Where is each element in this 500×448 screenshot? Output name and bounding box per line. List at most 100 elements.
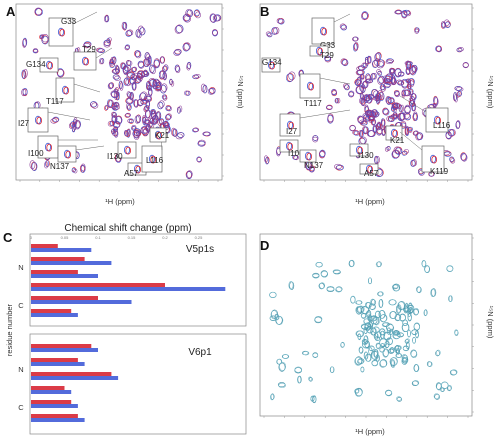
zoom-peak [431,155,438,164]
nmr-peak [139,27,146,36]
nmr-peak [375,342,381,349]
nmr-peak [355,306,362,315]
nmr-peak [336,164,344,171]
nmr-peak [403,149,409,154]
nmr-peak [401,354,408,362]
peak-zoom-box [39,57,59,73]
nmr-peak [396,79,403,85]
peak-label: I100 [288,149,304,158]
nmr-peak [278,382,286,388]
nmr-peak [407,329,411,338]
panel-d-spectrum: ¹H (ppm) ¹⁵N (ppm) [259,233,495,436]
peak-label: T117 [304,99,322,108]
peak-label: A57 [124,169,139,178]
nmr-peak [265,31,272,36]
nmr-peak [368,347,373,356]
nmr-peak [397,301,405,311]
nmr-peak [135,115,141,124]
nmr-peak [401,357,408,365]
peak-label: N137 [304,161,324,170]
leader-line [47,111,91,121]
peak-zoom-box [149,127,167,143]
nmr-peak [122,21,128,30]
nmr-peak [378,291,384,297]
nmr-peak [22,38,27,48]
nmr-peak [335,287,343,293]
nmr-peak [22,37,28,47]
nmr-peak [365,73,371,82]
nmr-peak [461,153,468,162]
nmr-peak [114,64,119,73]
nmr-peak [385,95,391,104]
nmr-peak [140,126,149,134]
nmr-peak [384,340,390,349]
nmr-peak [185,9,192,17]
nmr-peak [364,302,371,309]
panel-c-top-n-label: N [18,263,23,272]
peak-label: G134 [262,58,282,67]
nmr-peak [363,318,371,325]
peak-zoom-box [57,145,77,163]
panel-d-y-ticks [472,237,474,413]
nmr-peak [207,88,215,95]
nmr-peak [434,393,440,400]
nmr-peak [132,129,140,138]
nmr-peak [113,126,119,132]
nmr-peak [112,106,119,111]
nmr-peak [171,127,176,137]
nmr-peak [155,84,162,90]
nmr-peak [454,93,458,103]
nmr-peak [362,113,370,119]
nmr-peak [376,61,385,69]
zoom-peak [83,57,89,66]
nmr-peak [455,120,461,129]
zoom-peak [317,47,323,56]
zoom-peak [135,165,142,174]
nmr-peak [330,366,335,374]
nmr-peak [32,48,39,53]
nmr-peak [122,65,129,74]
nmr-peak [278,362,286,372]
nmr-peak [186,170,193,179]
nmr-peak [402,322,410,332]
nmr-peak [389,311,397,319]
nmr-peak [392,149,401,159]
nmr-peak [276,358,283,365]
nmr-peak [185,170,192,179]
nmr-peak [278,18,285,25]
nmr-peak [159,56,165,64]
nmr-peak [178,105,183,113]
nmr-peak [41,35,49,45]
nmr-peak [364,104,369,113]
panel-a-spectrum: G33T29G134T117I27I100N137I130A57L116K21 … [15,3,245,206]
nmr-peak [127,128,131,137]
peak-zoom-box [48,17,74,47]
nmr-peak [379,328,386,335]
nmr-peak [177,132,185,138]
nmr-peak [371,112,379,118]
zoom-peak [367,165,373,174]
nmr-peak [264,155,269,163]
nmr-peak [109,59,114,64]
nmr-peak [360,323,369,329]
zoom-peak [357,146,363,155]
nmr-peak [114,116,122,125]
nmr-peak [146,56,151,66]
nmr-peak [397,113,405,122]
nmr-peak [369,303,376,311]
peak-zoom-box [279,139,299,153]
nmr-peak [382,322,390,327]
peak-zoom-box [117,141,137,159]
panel-c-letter: C [3,230,13,245]
nmr-peak [385,390,393,397]
nmr-peak [360,367,365,373]
nmr-peak [396,396,402,401]
nmr-peak [380,118,385,127]
nmr-peak [104,104,109,111]
nmr-peak [379,338,388,348]
nmr-peak [182,43,190,52]
nmr-peak [162,65,168,72]
panel-a-letter: A [6,4,16,19]
nmr-peak [127,60,133,67]
peak-zoom-box [55,77,75,103]
